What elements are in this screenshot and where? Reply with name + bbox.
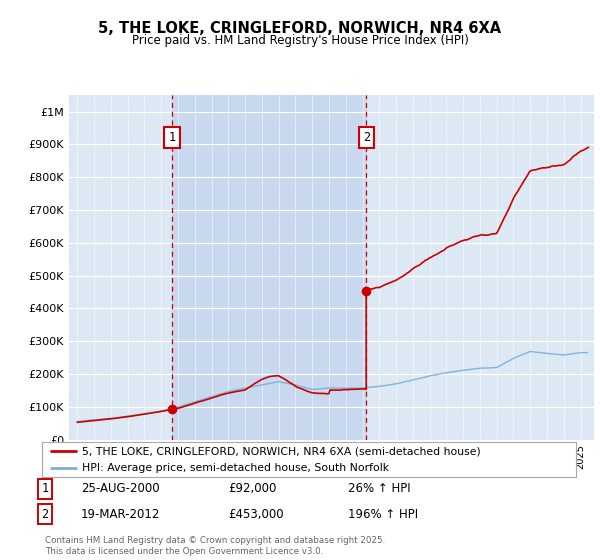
Text: 5, THE LOKE, CRINGLEFORD, NORWICH, NR4 6XA (semi-detached house): 5, THE LOKE, CRINGLEFORD, NORWICH, NR4 6… <box>82 446 481 456</box>
Text: 196% ↑ HPI: 196% ↑ HPI <box>348 507 418 521</box>
Text: 5, THE LOKE, CRINGLEFORD, NORWICH, NR4 6XA: 5, THE LOKE, CRINGLEFORD, NORWICH, NR4 6… <box>98 21 502 36</box>
Text: 19-MAR-2012: 19-MAR-2012 <box>81 507 160 521</box>
Text: 25-AUG-2000: 25-AUG-2000 <box>81 482 160 496</box>
Text: 26% ↑ HPI: 26% ↑ HPI <box>348 482 410 496</box>
Text: HPI: Average price, semi-detached house, South Norfolk: HPI: Average price, semi-detached house,… <box>82 464 389 473</box>
Text: £453,000: £453,000 <box>228 507 284 521</box>
Text: Price paid vs. HM Land Registry's House Price Index (HPI): Price paid vs. HM Land Registry's House … <box>131 34 469 46</box>
Text: 1: 1 <box>169 132 176 144</box>
Text: 1: 1 <box>41 482 49 496</box>
Text: 2: 2 <box>41 507 49 521</box>
Text: 2: 2 <box>362 132 370 144</box>
Bar <box>172 95 366 440</box>
Text: £92,000: £92,000 <box>228 482 277 496</box>
Text: Contains HM Land Registry data © Crown copyright and database right 2025.
This d: Contains HM Land Registry data © Crown c… <box>45 536 385 556</box>
